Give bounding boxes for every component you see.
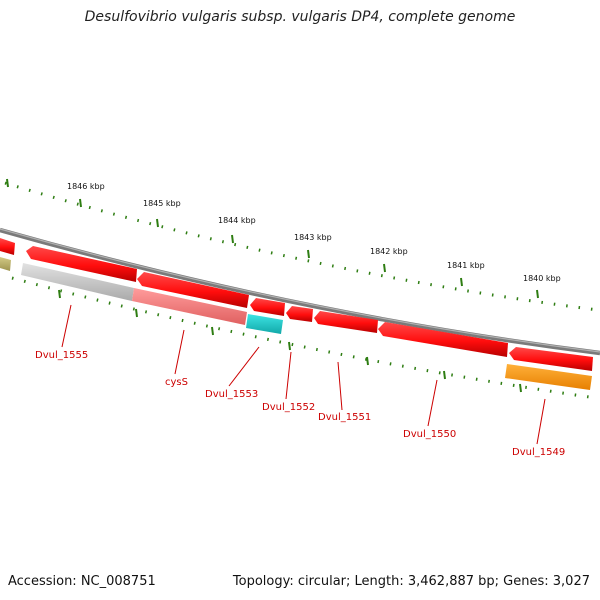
accession-text: Accession: NC_008751 <box>8 574 156 589</box>
major-tick <box>6 178 9 188</box>
gene-arrow-dvul-1551[interactable] <box>314 311 378 333</box>
leader-cyss <box>174 329 185 375</box>
band-cyan[interactable] <box>246 314 283 334</box>
major-tick <box>231 234 234 244</box>
kbp-label-1846: 1846 kbp <box>67 182 105 191</box>
topology-text: Topology: circular; Length: 3,462,887 bp… <box>232 574 590 589</box>
major-tick <box>79 198 82 208</box>
gene-label-dvul-1551[interactable]: Dvul_1551 <box>318 412 371 423</box>
kbp-label-1842: 1842 kbp <box>370 247 408 256</box>
major-tick <box>443 370 446 380</box>
major-tick <box>460 277 463 287</box>
gene-label-dvul-1553[interactable]: Dvul_1553 <box>205 389 258 400</box>
gene-label-dvul-1555[interactable]: Dvul_1555 <box>35 350 88 361</box>
kbp-label-1844: 1844 kbp <box>218 216 256 225</box>
band-pink[interactable] <box>132 288 247 325</box>
genome-backbone <box>0 227 600 356</box>
forward-genes <box>0 238 593 371</box>
gene-label-cyss[interactable]: cysS <box>165 377 188 388</box>
major-tick <box>288 341 291 351</box>
leader-dvul-1553 <box>228 346 260 387</box>
major-tick <box>383 263 386 273</box>
gene-arrow-dvul-1550[interactable] <box>378 322 508 357</box>
gene-arrow-dvul-1553[interactable] <box>250 298 285 316</box>
band-orange[interactable] <box>505 364 592 390</box>
gene-arrow-cyss[interactable] <box>137 272 249 308</box>
kbp-label-1843: 1843 kbp <box>294 233 332 242</box>
gene-label-dvul-1552[interactable]: Dvul_1552 <box>262 402 315 413</box>
leader-dvul-1550 <box>427 379 438 427</box>
major-tick <box>307 249 310 259</box>
gene-leader-lines <box>61 304 546 445</box>
gene-arrow-left-edge[interactable] <box>0 238 15 255</box>
gene-arrow-dvul-1552[interactable] <box>286 306 313 322</box>
leader-dvul-1552 <box>285 351 292 400</box>
inner-tick-scale <box>11 276 597 400</box>
leader-dvul-1555 <box>61 304 72 348</box>
major-tick <box>58 289 61 299</box>
feature-bands <box>0 257 592 390</box>
map-title: Desulfovibrio vulgaris subsp. vulgaris D… <box>84 9 516 25</box>
gene-label-dvul-1550[interactable]: Dvul_1550 <box>403 429 456 440</box>
major-tick <box>519 383 522 393</box>
outer-tick-scale <box>4 178 599 312</box>
major-tick <box>536 289 539 299</box>
kbp-label-1841: 1841 kbp <box>447 261 485 270</box>
leader-dvul-1551 <box>337 361 343 411</box>
gene-arrow-dvul-1549[interactable] <box>509 347 593 371</box>
band-olive[interactable] <box>0 257 11 271</box>
kbp-label-1840: 1840 kbp <box>523 274 561 283</box>
major-tick <box>156 218 159 228</box>
major-tick <box>135 308 138 318</box>
gene-label-dvul-1549[interactable]: Dvul_1549 <box>512 447 565 458</box>
major-tick <box>366 356 369 366</box>
leader-dvul-1549 <box>536 398 546 445</box>
gene-arrow-dvul-1555[interactable] <box>26 246 137 282</box>
major-tick <box>211 326 214 336</box>
band-grey[interactable] <box>21 263 134 301</box>
kbp-label-1845: 1845 kbp <box>143 199 181 208</box>
